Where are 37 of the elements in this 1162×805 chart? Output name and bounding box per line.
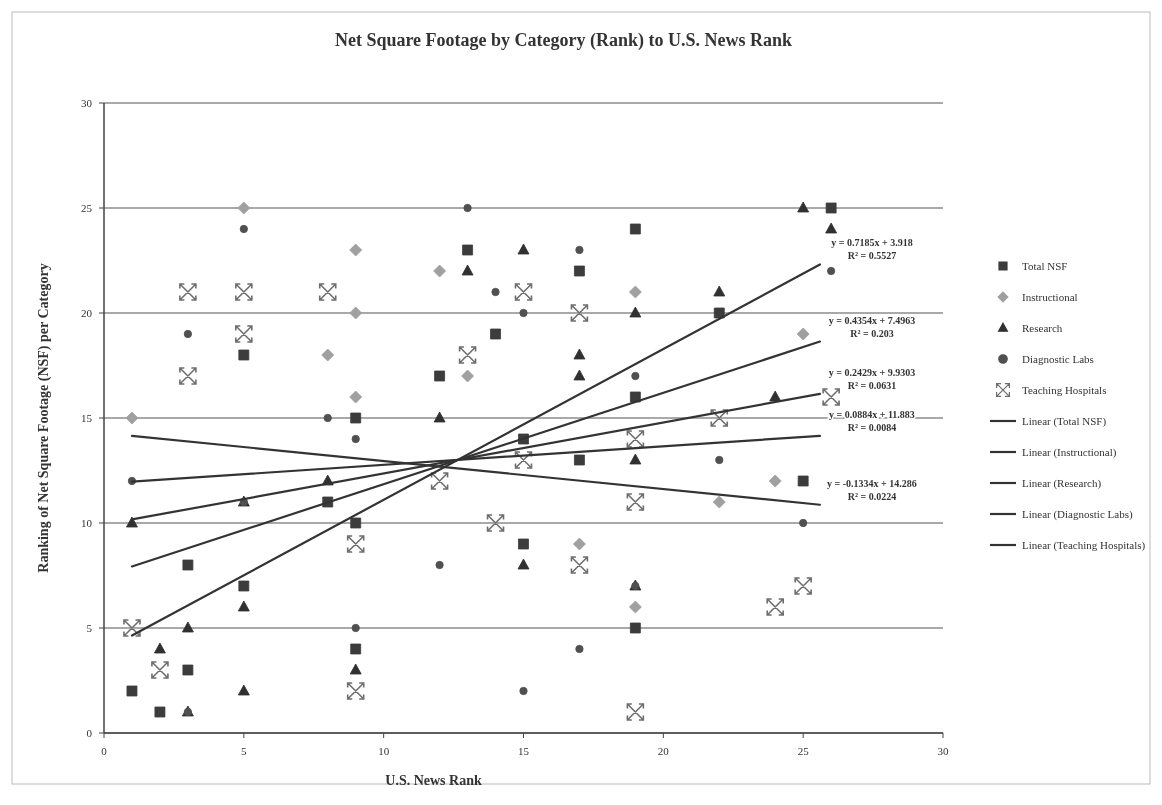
annotation: R² = 0.203 (850, 327, 894, 339)
legend-label: Instructional (1022, 291, 1078, 303)
legend-label: Teaching Hospitals (1022, 384, 1107, 396)
x-tick-label: 5 (241, 745, 248, 757)
annotation: y = 0.7185x + 3.918 (831, 237, 913, 249)
legend-label: Linear (Total NSF) (1022, 415, 1107, 428)
legend-label: Diagnostic Labs (1022, 353, 1094, 365)
annotation: y = 0.2429x + 9.9303 (828, 366, 916, 378)
legend-label: Total NSF (1022, 260, 1068, 272)
x-axis-title: U.S. News Rank (385, 773, 482, 788)
y-tick-label: 5 (86, 622, 93, 634)
annotation: R² = 0.5527 (847, 250, 897, 262)
annotation: R² = 0.0224 (847, 490, 897, 502)
annotation: y = -0.1334x + 14.286 (827, 477, 917, 489)
chart-title: Net Square Footage by Category (Rank) to U.S. News Rank (334, 30, 793, 51)
y-axis-title: Ranking of Net Square Footage (NSF) per Category (36, 263, 52, 573)
annotation: y = 0.0884x + 11.883 (829, 408, 915, 420)
x-tick-label: 25 (797, 745, 810, 757)
annotation: R² = 0.0631 (847, 379, 897, 391)
y-tick-label: 15 (81, 412, 93, 424)
legend-label: Linear (Instructional) (1022, 446, 1117, 459)
x-tick-label: 30 (937, 745, 949, 757)
y-tick-label: 20 (81, 307, 93, 319)
legend-label: Research (1022, 322, 1063, 334)
legend-label: Linear (Teaching Hospitals) (1022, 539, 1146, 552)
annotation: y = 0.4354x + 7.4963 (828, 314, 916, 326)
x-tick-label: 10 (378, 745, 390, 757)
y-tick-label: 30 (81, 97, 93, 109)
y-tick-label: 10 (81, 517, 93, 529)
y-tick-label: 0 (86, 727, 93, 739)
y-tick-label: 25 (81, 202, 93, 214)
x-tick-label: 0 (101, 745, 108, 757)
legend-label: Linear (Research) (1022, 477, 1102, 490)
legend-label: Linear (Diagnostic Labs) (1022, 508, 1133, 521)
annotation: R² = 0.0084 (847, 421, 897, 433)
x-tick-label: 20 (657, 745, 670, 757)
x-tick-label: 15 (518, 745, 530, 757)
